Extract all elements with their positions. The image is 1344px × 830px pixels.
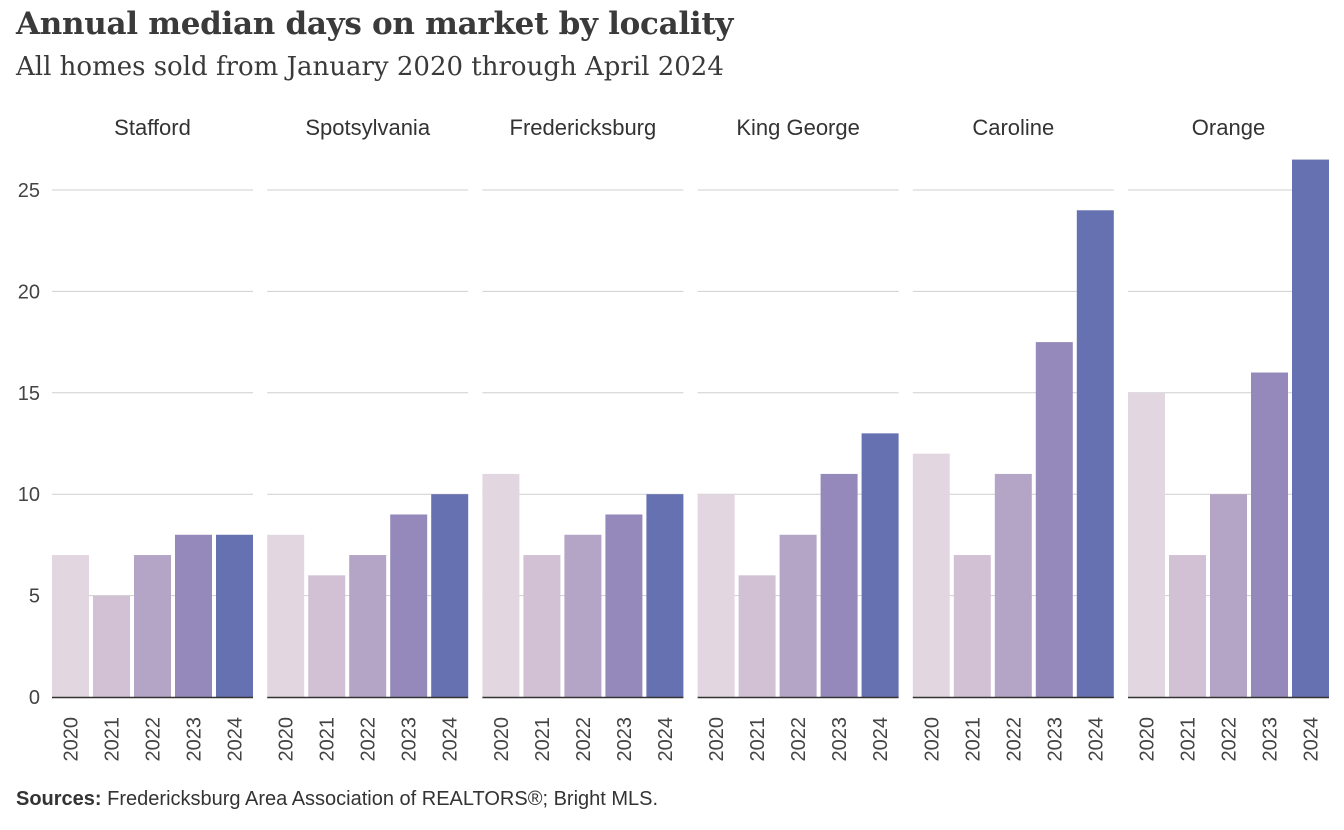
x-tick-label: 2022: [1219, 717, 1241, 762]
x-tick-label: 2022: [573, 717, 595, 762]
x-tick-label: 2020: [706, 717, 728, 762]
x-tick-label: 2022: [143, 717, 165, 762]
x-tick-label: 2020: [491, 717, 513, 762]
bar: [431, 494, 469, 697]
bar: [738, 575, 776, 697]
bar: [1035, 342, 1073, 697]
x-tick-label: 2021: [532, 717, 554, 762]
bar: [994, 473, 1032, 697]
x-tick-label: 2020: [61, 717, 83, 762]
x-tick-label: 2024: [440, 717, 462, 762]
bar: [390, 514, 428, 697]
x-tick-label: 2023: [1260, 717, 1282, 762]
y-tick-label: 0: [29, 687, 40, 709]
bar: [1128, 392, 1165, 697]
x-tick-label: 2023: [184, 717, 206, 762]
x-tick-label: 2023: [1044, 717, 1066, 762]
x-tick-label: 2021: [962, 717, 984, 762]
bar: [482, 473, 520, 697]
x-tick-label: 2024: [1301, 717, 1323, 762]
bar: [308, 575, 346, 697]
bar: [523, 555, 561, 697]
y-tick-label: 20: [18, 281, 40, 303]
x-tick-label: 2021: [102, 717, 124, 762]
bar: [697, 494, 735, 697]
bar: [953, 555, 991, 697]
y-tick-label: 10: [18, 484, 40, 506]
panel-title: Spotsylvania: [305, 115, 431, 140]
bar: [1292, 159, 1329, 697]
x-tick-label: 2021: [317, 717, 339, 762]
bar: [1210, 494, 1247, 697]
y-tick-label: 25: [18, 180, 40, 202]
bar: [1251, 372, 1288, 697]
panel-title: King George: [736, 115, 860, 140]
chart-title: Annual median days on market by locality: [16, 6, 734, 42]
y-tick-label: 5: [29, 586, 40, 608]
y-tick-label: 15: [18, 383, 40, 405]
bar: [1076, 210, 1114, 697]
x-tick-label: 2021: [747, 717, 769, 762]
panel-title: Orange: [1192, 115, 1265, 140]
bar: [93, 595, 130, 697]
bar: [175, 534, 212, 697]
x-tick-label: 2024: [1085, 717, 1107, 762]
panel-title: Fredericksburg: [510, 115, 657, 140]
x-tick-label: 2020: [921, 717, 943, 762]
x-tick-label: 2024: [225, 717, 247, 762]
sources-footer: Sources: Fredericksburg Area Association…: [16, 788, 658, 811]
bar: [861, 433, 899, 697]
x-tick-label: 2022: [788, 717, 810, 762]
x-tick-label: 2020: [276, 717, 298, 762]
panel-title: Caroline: [972, 115, 1054, 140]
x-tick-label: 2024: [870, 717, 892, 762]
bar: [779, 534, 817, 697]
x-tick-label: 2023: [399, 717, 421, 762]
bar: [1169, 555, 1206, 697]
chart-subtitle: All homes sold from January 2020 through…: [16, 52, 724, 82]
bar: [605, 514, 643, 697]
bar: [912, 453, 950, 697]
x-tick-label: 2020: [1137, 717, 1159, 762]
bar: [216, 534, 253, 697]
x-tick-label: 2023: [829, 717, 851, 762]
bar: [134, 555, 171, 697]
x-tick-label: 2023: [614, 717, 636, 762]
x-tick-label: 2022: [1003, 717, 1025, 762]
bar: [646, 494, 684, 697]
x-tick-label: 2022: [358, 717, 380, 762]
bar: [267, 534, 305, 697]
x-tick-label: 2024: [655, 717, 677, 762]
bar: [52, 555, 89, 697]
panel-title: Stafford: [114, 115, 191, 140]
sources-label: Sources:: [16, 788, 102, 810]
sources-text: Fredericksburg Area Association of REALT…: [107, 788, 659, 810]
bar: [564, 534, 602, 697]
x-tick-label: 2021: [1178, 717, 1200, 762]
bar: [349, 555, 387, 697]
bar: [820, 473, 858, 697]
